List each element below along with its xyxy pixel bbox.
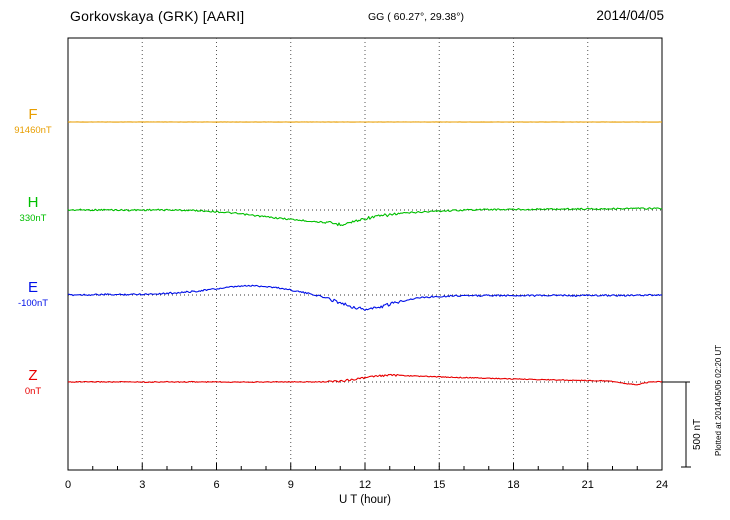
- channel-z-labels: Z 0nT: [2, 367, 64, 398]
- date-label: 2014/04/05: [596, 8, 664, 23]
- channel-f-labels: F 91460nT: [2, 106, 64, 137]
- scale-bar-label: 500 nT: [692, 418, 703, 450]
- channel-h-name: H: [27, 194, 39, 211]
- svg-text:12: 12: [359, 479, 371, 491]
- channel-h-labels: H 330nT: [2, 194, 64, 225]
- svg-text:15: 15: [433, 479, 445, 491]
- svg-text:3: 3: [139, 479, 145, 491]
- channel-e-labels: E -100nT: [2, 279, 64, 310]
- channel-z-name: Z: [28, 367, 38, 384]
- svg-text:21: 21: [582, 479, 594, 491]
- channel-z-baseline-value: 0nT: [24, 386, 42, 397]
- svg-text:0: 0: [65, 479, 71, 491]
- svg-text:18: 18: [507, 479, 519, 491]
- svg-text:6: 6: [213, 479, 219, 491]
- svg-text:24: 24: [656, 479, 668, 491]
- channel-e-name: E: [27, 279, 38, 296]
- x-axis-label: U T (hour): [339, 494, 391, 506]
- channel-h-baseline-value: 330nT: [19, 213, 47, 224]
- channel-f-baseline-value: 91460nT: [14, 125, 52, 136]
- plotted-at-note: Plotted at 2014/05/06 02:20 UT: [714, 344, 723, 456]
- channel-e-baseline-value: -100nT: [17, 298, 49, 309]
- svg-text:9: 9: [288, 479, 294, 491]
- channel-f-name: F: [28, 106, 38, 123]
- station-title: Gorkovskaya (GRK) [AARI]: [70, 8, 245, 24]
- geographic-coordinates: GG ( 60.27°, 29.38°): [368, 11, 464, 23]
